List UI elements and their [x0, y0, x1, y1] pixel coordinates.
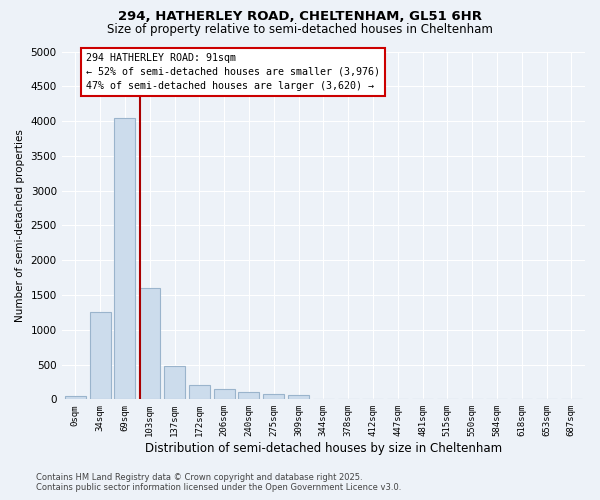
Bar: [89, 312, 110, 400]
Bar: [189, 386, 210, 400]
Y-axis label: Number of semi-detached properties: Number of semi-detached properties: [15, 129, 25, 322]
Bar: [164, 366, 185, 400]
Text: Contains HM Land Registry data © Crown copyright and database right 2025.
Contai: Contains HM Land Registry data © Crown c…: [36, 473, 401, 492]
Bar: [65, 396, 86, 400]
Bar: [238, 392, 259, 400]
Bar: [263, 394, 284, 400]
Text: 294, HATHERLEY ROAD, CHELTENHAM, GL51 6HR: 294, HATHERLEY ROAD, CHELTENHAM, GL51 6H…: [118, 10, 482, 23]
Bar: [288, 395, 309, 400]
Bar: [139, 288, 160, 400]
X-axis label: Distribution of semi-detached houses by size in Cheltenham: Distribution of semi-detached houses by …: [145, 442, 502, 455]
Bar: [115, 118, 136, 400]
Text: Size of property relative to semi-detached houses in Cheltenham: Size of property relative to semi-detach…: [107, 22, 493, 36]
Bar: [214, 389, 235, 400]
Text: 294 HATHERLEY ROAD: 91sqm
← 52% of semi-detached houses are smaller (3,976)
47% : 294 HATHERLEY ROAD: 91sqm ← 52% of semi-…: [86, 53, 380, 91]
